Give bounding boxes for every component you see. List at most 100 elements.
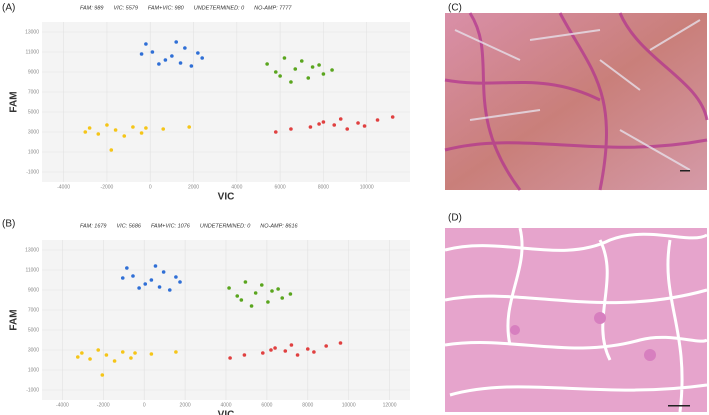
count-label: FAM: 1679 xyxy=(80,223,107,229)
point xyxy=(317,63,321,67)
y-tick-label: 11000 xyxy=(25,267,39,273)
point xyxy=(174,350,178,354)
point xyxy=(75,355,80,359)
point xyxy=(332,123,337,127)
count-label: VIC: 5686 xyxy=(117,223,142,229)
x-tick-label: 2000 xyxy=(180,402,191,408)
x-tick-label: 4000 xyxy=(231,184,242,190)
point xyxy=(299,59,304,63)
count-label: UNDETERMINED: 0 xyxy=(200,223,251,229)
panel-label: (B) xyxy=(2,219,15,230)
point xyxy=(105,123,109,127)
point xyxy=(228,356,232,360)
point xyxy=(253,291,258,295)
point xyxy=(174,40,179,44)
point xyxy=(170,54,174,58)
point xyxy=(113,128,118,132)
y-tick-label: 9000 xyxy=(28,287,39,293)
point xyxy=(261,351,265,355)
point xyxy=(131,274,135,278)
point xyxy=(239,298,244,302)
point xyxy=(178,61,183,65)
point xyxy=(149,352,154,356)
point xyxy=(338,117,343,121)
x-tick-label: 10000 xyxy=(360,184,374,190)
point xyxy=(88,357,92,361)
x-axis-label: VIC xyxy=(218,410,235,415)
point xyxy=(109,148,114,152)
count-label: UNDETERMINED: 0 xyxy=(194,5,245,11)
point xyxy=(120,350,125,354)
point xyxy=(112,359,117,363)
point xyxy=(242,353,247,357)
point xyxy=(289,127,293,131)
point xyxy=(280,296,285,300)
count-label: FAM: 989 xyxy=(80,5,103,11)
point xyxy=(269,348,273,352)
y-axis-label: FAM xyxy=(9,309,20,330)
panel-label: (A) xyxy=(2,3,15,14)
point xyxy=(310,65,315,69)
point xyxy=(390,115,395,119)
y-tick-label: -1000 xyxy=(26,387,39,393)
y-tick-label: 9000 xyxy=(28,69,39,75)
point xyxy=(235,294,240,298)
histology-image-c xyxy=(444,12,709,191)
point xyxy=(312,350,316,354)
point xyxy=(270,289,274,293)
y-tick-label: 11000 xyxy=(25,49,39,55)
x-tick-label: 0 xyxy=(149,184,152,190)
point xyxy=(129,356,133,360)
point xyxy=(289,343,294,347)
point xyxy=(150,50,155,54)
point xyxy=(278,74,282,78)
point xyxy=(157,285,162,289)
plot-area xyxy=(42,22,410,182)
point xyxy=(157,62,161,66)
count-label: VIC: 5579 xyxy=(113,5,137,11)
point xyxy=(96,348,101,352)
x-tick-label: -2000 xyxy=(97,402,110,408)
point xyxy=(83,130,88,134)
point xyxy=(125,266,129,270)
y-tick-label: 5000 xyxy=(28,109,39,115)
point xyxy=(356,121,360,125)
point xyxy=(178,280,182,284)
point xyxy=(196,51,200,55)
point xyxy=(167,288,172,292)
point xyxy=(317,122,321,126)
point xyxy=(345,127,350,131)
point xyxy=(189,64,194,68)
point xyxy=(144,42,148,46)
point xyxy=(273,130,278,134)
point xyxy=(243,280,248,284)
x-tick-label: 2000 xyxy=(188,184,199,190)
x-tick-label: 12000 xyxy=(383,402,397,408)
point xyxy=(161,270,166,274)
x-tick-label: 6000 xyxy=(275,184,286,190)
point xyxy=(143,282,148,286)
y-tick-label: 3000 xyxy=(28,129,39,135)
point xyxy=(122,134,127,138)
point xyxy=(139,52,144,56)
point xyxy=(330,68,334,72)
point xyxy=(80,351,84,355)
point xyxy=(295,353,300,357)
point xyxy=(183,46,187,50)
y-axis-label: FAM xyxy=(9,91,20,112)
x-tick-label: -2000 xyxy=(101,184,114,190)
point xyxy=(137,286,141,290)
point xyxy=(288,292,293,296)
panel-label: (C) xyxy=(448,3,462,14)
point xyxy=(321,72,326,76)
point xyxy=(153,264,158,268)
point xyxy=(273,70,278,74)
point xyxy=(259,283,264,287)
point xyxy=(96,132,101,136)
x-tick-label: 8000 xyxy=(302,402,313,408)
point xyxy=(131,125,135,129)
point xyxy=(282,56,287,60)
point xyxy=(308,125,313,129)
point xyxy=(289,80,293,84)
count-label: FAM+VIC: 1076 xyxy=(151,223,191,229)
